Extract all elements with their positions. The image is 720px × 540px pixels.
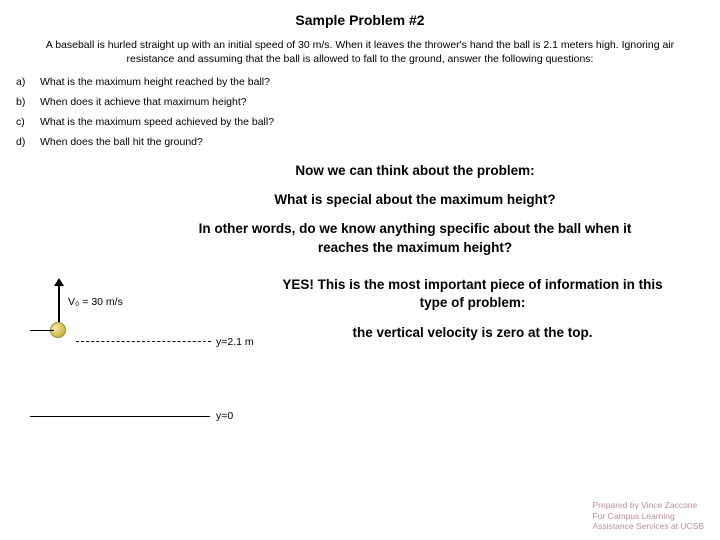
think-line-2: What is special about the maximum height… [196,191,634,210]
question-d: d) When does the ball hit the ground? [16,136,704,148]
footer-line-1: Prepared by Vince Zaccone [593,500,704,511]
q-label: b) [16,96,40,108]
v0-label: V₀ = 30 m/s [68,296,123,308]
think-line-3: In other words, do we know anything spec… [196,220,634,258]
answer-line-2: the vertical velocity is zero at the top… [271,324,674,342]
q-text: What is the maximum speed achieved by th… [40,116,274,128]
think-block: Now we can think about the problem: What… [16,162,704,258]
question-b: b) When does it achieve that maximum hei… [16,96,704,108]
q-text: What is the maximum height reached by th… [40,76,270,88]
title: Sample Problem #2 [16,12,704,28]
y-hand-label: y=2.1 m [216,336,254,348]
ground-line [30,416,210,418]
footer: Prepared by Vince Zaccone For Campus Lea… [593,500,704,532]
question-c: c) What is the maximum speed achieved by… [16,116,704,128]
q-label: c) [16,116,40,128]
question-a: a) What is the maximum height reached by… [16,76,704,88]
q-label: d) [16,136,40,148]
dashed-line [76,341,211,342]
q-text: When does the ball hit the ground? [40,136,203,148]
intro-text: A baseball is hurled straight up with an… [16,38,704,66]
footer-line-2: For Campus Learning [593,511,704,522]
q-label: a) [16,76,40,88]
question-list: a) What is the maximum height reached by… [16,76,704,148]
footer-line-3: Assistance Services at UCSB [593,521,704,532]
answer-block: YES! This is the most important piece of… [261,276,704,436]
answer-line-1: YES! This is the most important piece of… [271,276,674,312]
lower-section: V₀ = 30 m/s y=2.1 m y=0 YES! This is the… [16,276,704,436]
y-ground-label: y=0 [216,410,233,422]
q-text: When does it achieve that maximum height… [40,96,247,108]
arrow-stem [58,284,60,322]
think-line-1: Now we can think about the problem: [196,162,634,181]
diagram: V₀ = 30 m/s y=2.1 m y=0 [16,276,261,436]
hand-line [30,330,54,332]
